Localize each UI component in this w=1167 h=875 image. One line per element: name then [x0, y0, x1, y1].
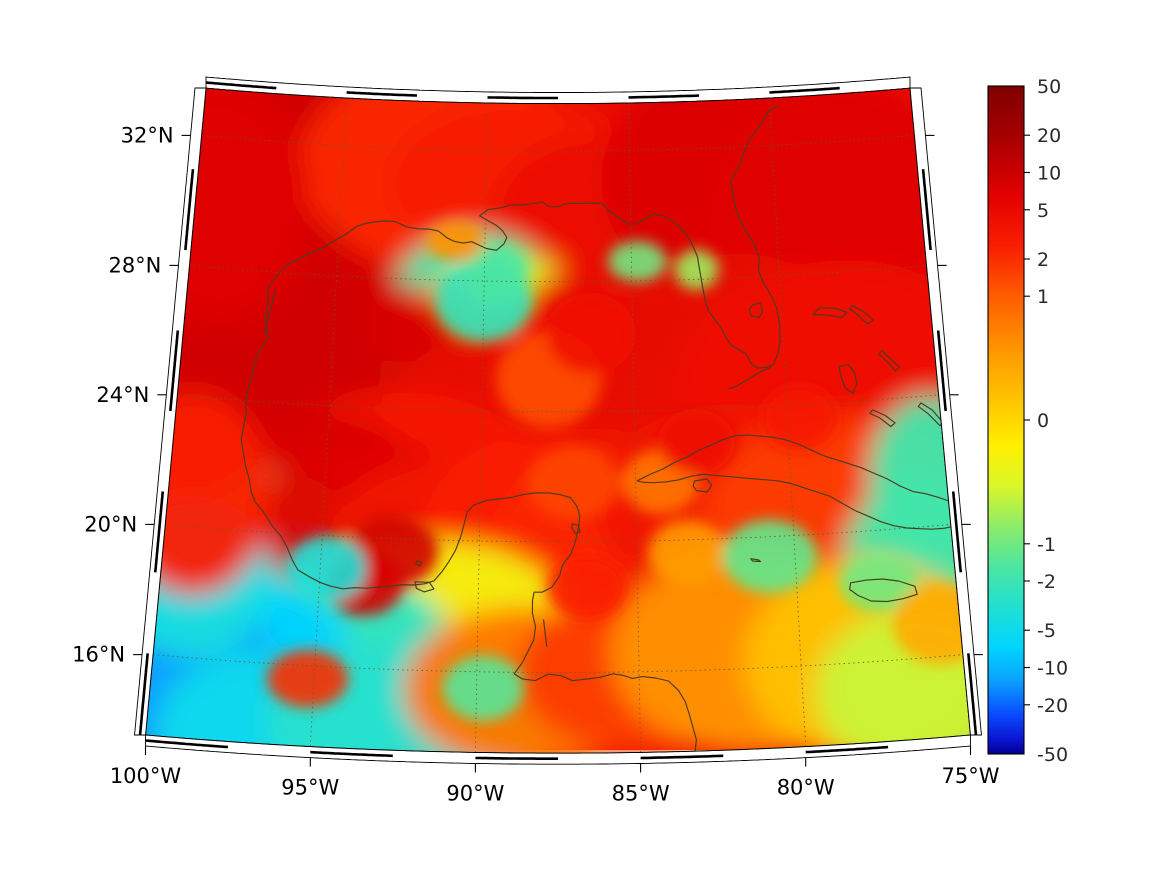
- frame-tape-segment: [169, 330, 180, 412]
- colorbar-tick-label: -10: [1037, 658, 1068, 680]
- frame-tape-segment: [921, 169, 932, 251]
- coastline-path: [636, 434, 971, 530]
- coastline-path: [812, 307, 848, 319]
- coastline-path: [750, 558, 762, 563]
- frame-tape-segment: [346, 91, 418, 97]
- colorbar-tick-label: -2: [1037, 571, 1056, 593]
- latitude-tick-label: 16°N: [72, 643, 125, 667]
- coastline-path: [543, 619, 548, 647]
- graticule: [153, 97, 963, 753]
- frame-tape-segment: [153, 491, 165, 573]
- longitude-tick-label: 75°W: [942, 764, 1000, 788]
- frame-tape-segment: [205, 81, 277, 90]
- field-patch: [657, 409, 735, 475]
- colorbar-tick-label: -50: [1037, 744, 1068, 766]
- colorbar-ticks: [1024, 134, 1030, 706]
- map-data-layer: [145, 88, 971, 754]
- colorbar-tick-label: -5: [1037, 620, 1056, 642]
- colorbar-gradient: [987, 85, 1025, 755]
- frame-band: [133, 87, 207, 736]
- field-patch: [527, 446, 620, 520]
- colorbar-tick-label: 5: [1037, 200, 1049, 222]
- longitude-tick-label: 90°W: [446, 782, 504, 806]
- field-patch: [546, 554, 627, 620]
- field-patch: [442, 655, 524, 722]
- coastline-path: [917, 402, 944, 427]
- coastline-path: [265, 105, 781, 369]
- latitude-tick-label: 28°N: [108, 253, 161, 277]
- latitude-tick-label: 20°N: [84, 512, 137, 536]
- map-frame: [133, 76, 983, 773]
- coastline-path: [849, 578, 918, 603]
- frame-tape-segment: [769, 86, 840, 94]
- coastline-path: [869, 409, 896, 428]
- frame-tape-segment: [138, 653, 149, 736]
- frame-tape-segment: [628, 94, 700, 99]
- colorbar-tick-label: -20: [1037, 695, 1068, 717]
- coastline-path: [728, 366, 772, 390]
- latitude-tick-labels: 32°N 28°N 24°N 20°N 16°N: [72, 123, 173, 666]
- field-patch: [722, 519, 817, 593]
- coastline-path: [838, 363, 858, 394]
- frame-band: [205, 76, 911, 104]
- latitude-tick-label: 24°N: [96, 383, 149, 407]
- frame-tape-segment: [805, 745, 889, 754]
- frame-tape-segment: [184, 169, 195, 251]
- frame-band: [909, 87, 983, 736]
- coastline-path: [571, 523, 581, 535]
- field-patch: [267, 650, 349, 708]
- frame-tape-segment: [145, 739, 229, 749]
- longitude-tick-label: 95°W: [281, 776, 339, 800]
- longitude-tick-label: 80°W: [777, 776, 835, 800]
- frame-tape-segment: [475, 756, 558, 760]
- colorbar-tick-label: 2: [1037, 249, 1049, 271]
- field-patch: [648, 520, 727, 586]
- coastline-path: [849, 304, 874, 325]
- coastline-path: [263, 289, 276, 334]
- longitude-tick-label: 100°W: [110, 764, 182, 788]
- frame-tape-segment: [640, 754, 724, 760]
- field-patch: [287, 535, 367, 601]
- parallel-line: [189, 264, 927, 283]
- colorbar-tick-label: 0: [1037, 410, 1049, 432]
- parallel-line: [153, 654, 963, 673]
- frame-tape-segment: [936, 330, 947, 412]
- coastline-path: [748, 302, 764, 319]
- frame-tape-segment: [310, 750, 393, 758]
- frame-tape-segment: [967, 653, 978, 736]
- coastline-path: [692, 478, 713, 493]
- colorbar-tick-label: 20: [1037, 125, 1061, 147]
- coastline-path: [240, 337, 697, 752]
- colorbar-tick-label: -1: [1037, 534, 1056, 556]
- longitude-tick-labels: 100°W 95°W 90°W 85°W 80°W 75°W: [110, 764, 1000, 806]
- field-patch: [607, 241, 667, 282]
- field-patch: [761, 385, 838, 451]
- longitude-tick-label: 85°W: [612, 782, 670, 806]
- coastline-path: [878, 350, 901, 372]
- field-patch: [674, 249, 719, 290]
- frame-tape-segment: [951, 491, 963, 573]
- frame-tape-segment: [487, 96, 558, 100]
- coastline-path: [414, 581, 435, 593]
- colorbar-tick-label: 10: [1037, 163, 1061, 185]
- colorbar-tick-label: 1: [1037, 286, 1049, 308]
- colorbar-tick-label: 50: [1037, 76, 1061, 98]
- field-patch: [546, 293, 636, 375]
- field-patch: [463, 242, 530, 300]
- coastlines: [240, 105, 971, 752]
- latitude-tick-label: 32°N: [121, 123, 174, 147]
- coastline-path: [415, 560, 423, 567]
